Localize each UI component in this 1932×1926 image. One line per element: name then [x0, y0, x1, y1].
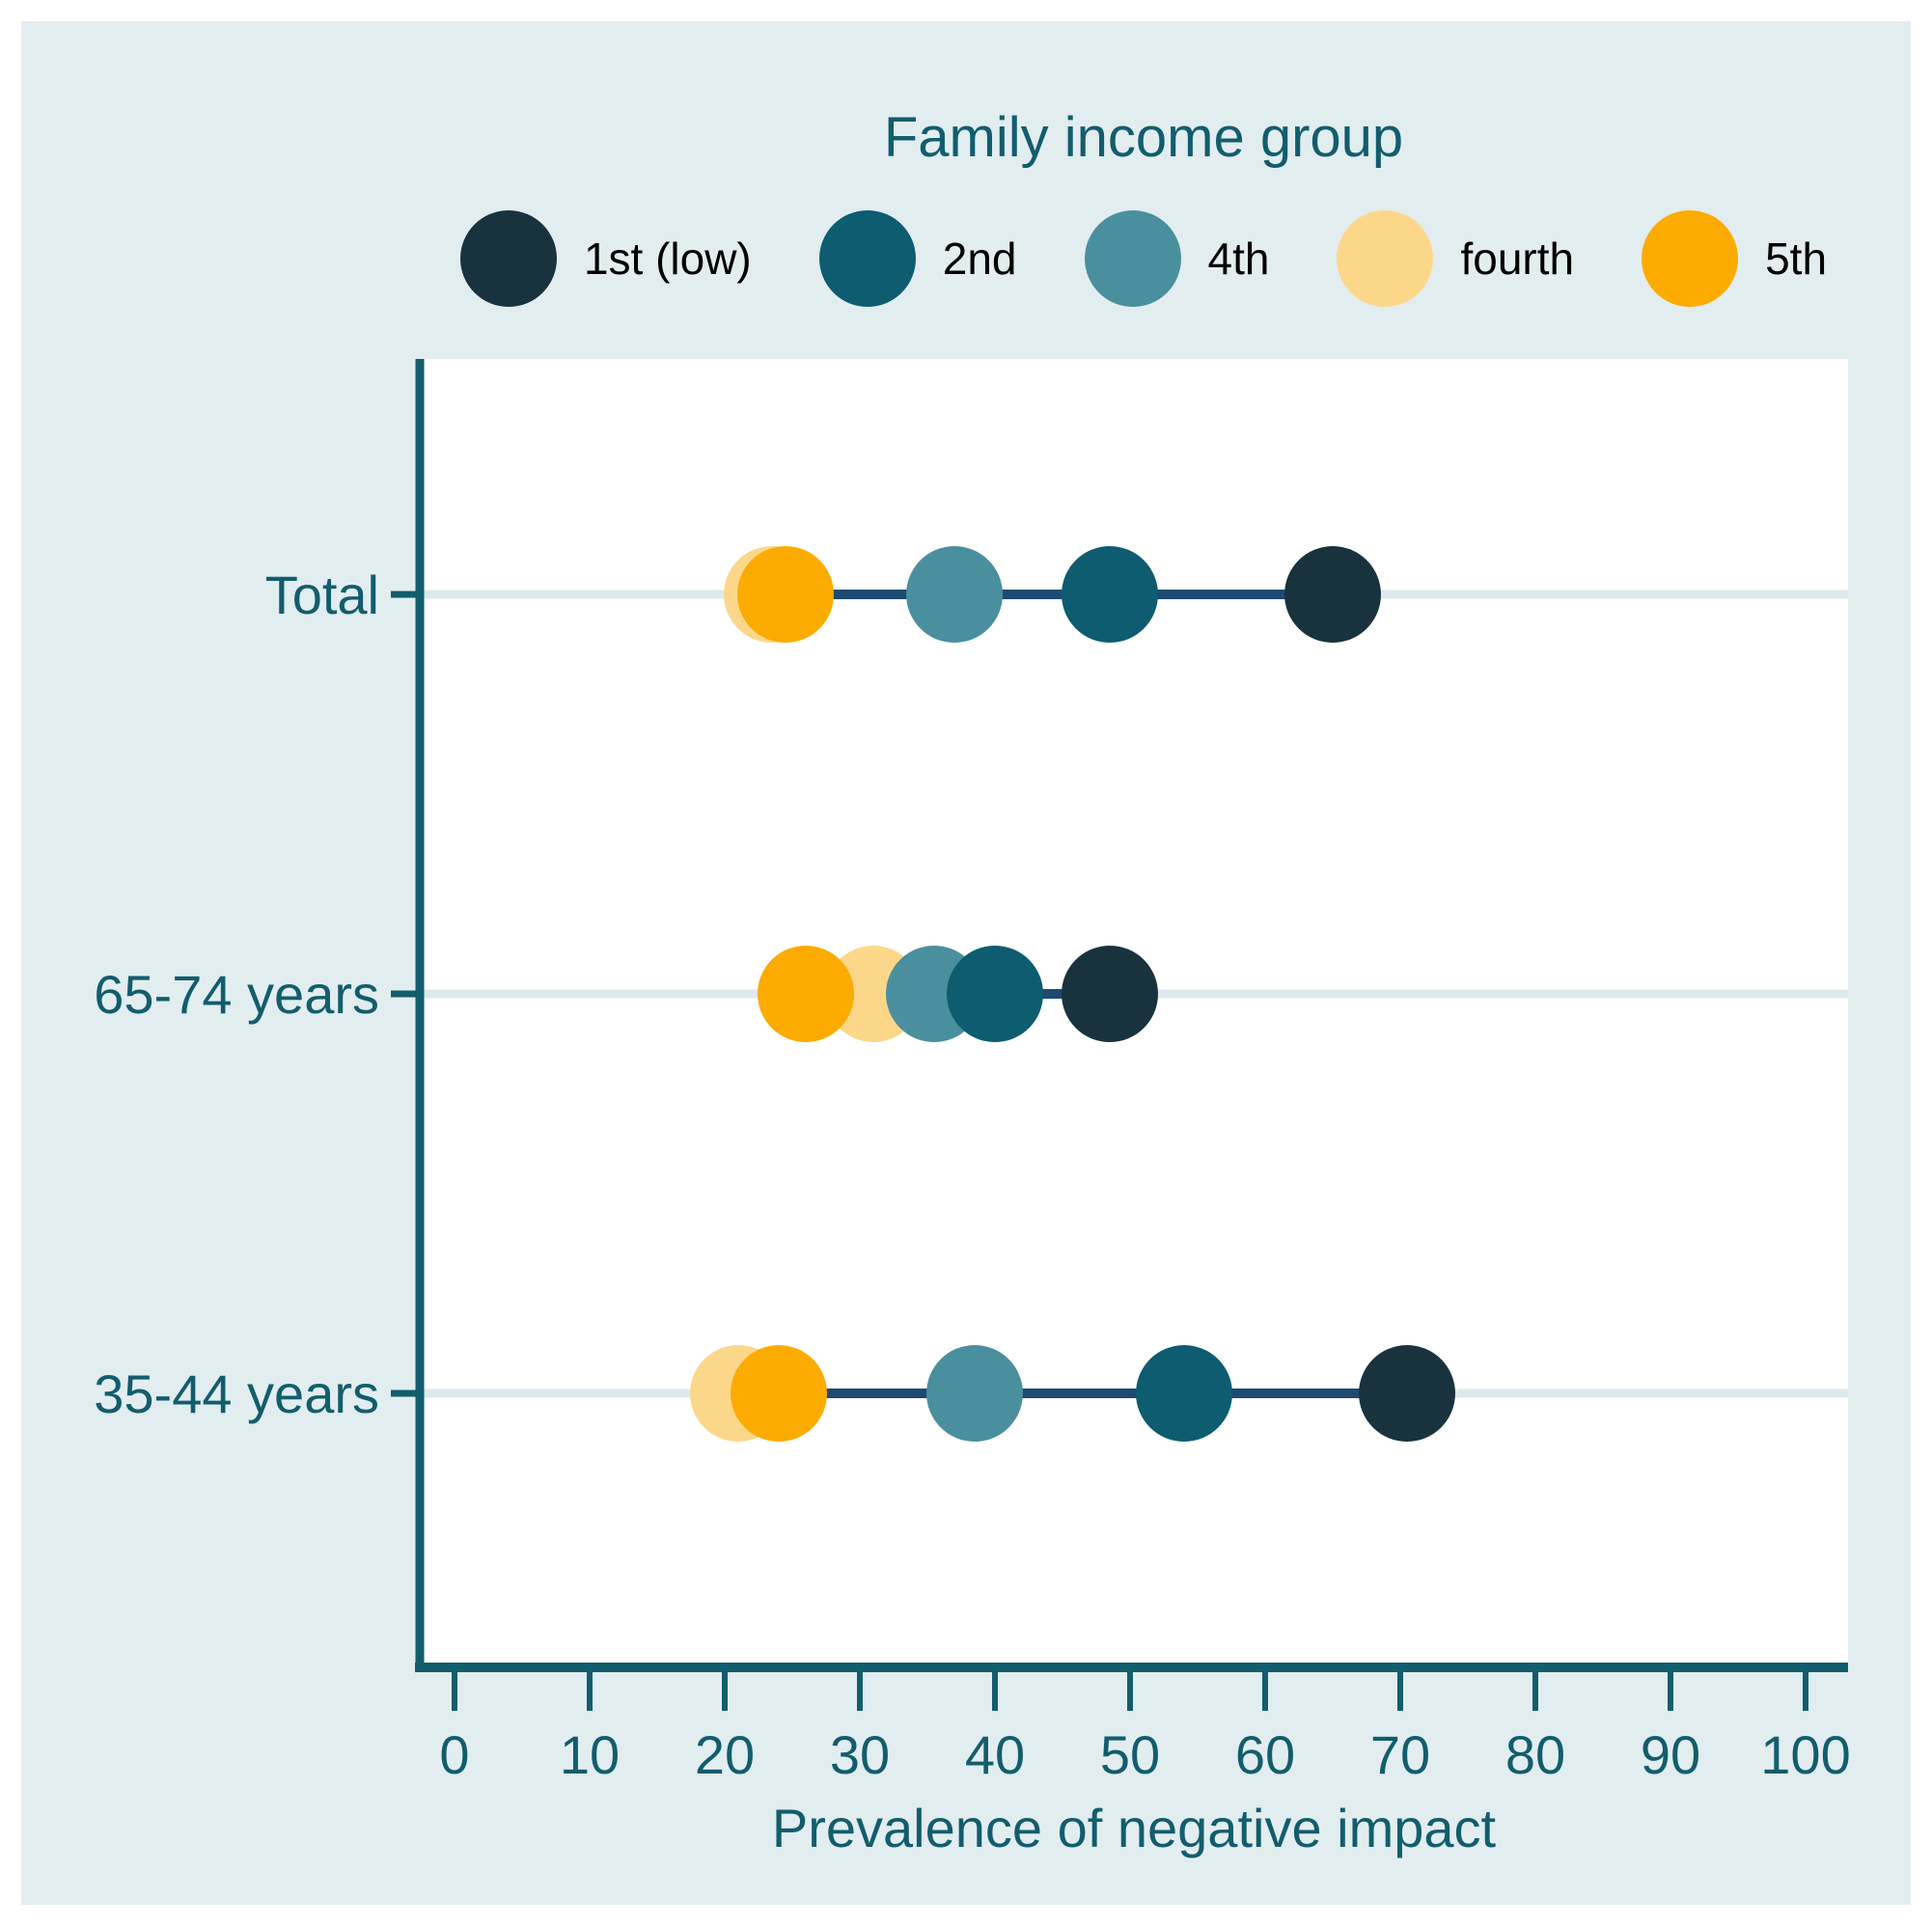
dot-1st-low- — [1062, 946, 1158, 1042]
dot-2nd — [947, 946, 1043, 1042]
dot-2nd — [1136, 1345, 1232, 1442]
dot-5th — [731, 1345, 827, 1442]
x-tick-label: 50 — [1100, 1724, 1160, 1785]
legend-swatch-icon — [459, 209, 557, 307]
legend-item-label: 1st (low) — [583, 233, 752, 284]
x-tick-label: 60 — [1235, 1724, 1295, 1785]
dot-1st-low- — [1284, 546, 1381, 643]
dot-4th — [906, 546, 1003, 643]
legend-item-label: 2nd — [942, 233, 1017, 284]
dot-1st-low- — [1359, 1345, 1455, 1442]
x-axis-title: Prevalence of negative impact — [771, 1798, 1497, 1858]
y-axis-category-label: 65-74 years — [94, 964, 379, 1025]
legend-swatch-icon — [1337, 209, 1434, 307]
y-axis-category-label: 35-44 years — [94, 1363, 379, 1424]
x-tick-label: 100 — [1760, 1724, 1850, 1785]
legend-item-5th: 5th — [1642, 209, 1828, 307]
legend-item-label: 5th — [1765, 233, 1828, 284]
x-tick-label: 70 — [1370, 1724, 1430, 1785]
x-tick-label: 10 — [560, 1724, 620, 1785]
legend-item-label: 4th — [1207, 233, 1270, 284]
x-tick-label: 0 — [439, 1724, 469, 1785]
x-tick-label: 30 — [830, 1724, 890, 1785]
legend-title: Family income group — [883, 106, 1404, 169]
legend-item-fourth: fourth — [1337, 209, 1575, 307]
legend-item-2nd: 2nd — [818, 209, 1017, 307]
legend-swatch-icon — [1084, 209, 1181, 307]
legend-items: 1st (low) 2nd 4th fourth 5th — [459, 209, 1828, 307]
legend-item-label: fourth — [1460, 233, 1575, 284]
x-tick-label: 40 — [965, 1724, 1025, 1785]
y-axis-category-label: Total — [265, 564, 379, 625]
x-tick-label: 90 — [1641, 1724, 1700, 1785]
legend: Family income group 1st (low) 2nd 4th fourt… — [357, 104, 1930, 307]
legend-item-1st-low-: 1st (low) — [459, 209, 752, 307]
legend-swatch-icon — [818, 209, 916, 307]
dot-5th — [737, 546, 834, 643]
x-tick-label: 20 — [695, 1724, 755, 1785]
legend-swatch-icon — [1642, 209, 1739, 307]
legend-item-4th: 4th — [1084, 209, 1270, 307]
dot-5th — [758, 946, 854, 1042]
dot-2nd — [1062, 546, 1158, 643]
dot-4th — [926, 1345, 1023, 1442]
x-tick-label: 80 — [1505, 1724, 1565, 1785]
